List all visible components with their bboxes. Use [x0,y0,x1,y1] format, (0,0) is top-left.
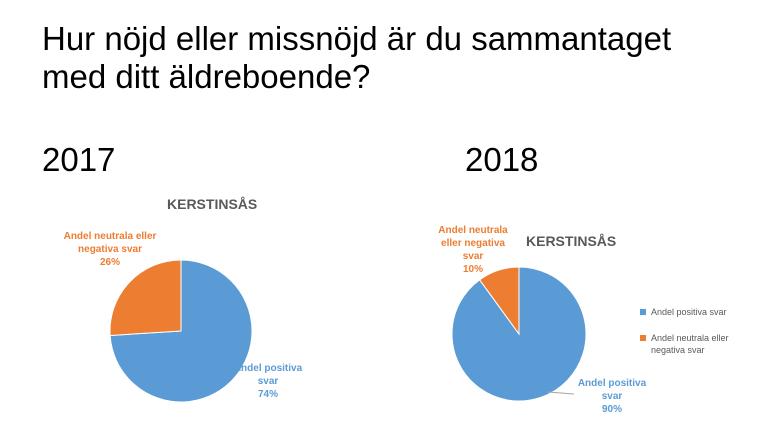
legend-2018: Andel positiva svar Andel neutrala eller… [640,306,760,370]
year-label-2018: 2018 [465,141,539,178]
data-label-positive-2017: Andel positiva svar 74% [232,362,304,401]
legend-label: Andel neutrala eller negativa svar [651,333,729,355]
data-label-value: 90% [601,404,622,415]
leader-line-positive-2018 [547,391,575,395]
legend-swatch-blue [640,309,646,315]
data-label-value: 74% [257,389,278,400]
data-label-value: 10% [462,264,483,275]
data-label-name: Andel neutrala eller negativa svar [63,231,157,255]
slice-negative-2018 [478,266,520,336]
year-label-2017: 2017 [42,141,116,178]
legend-swatch-orange [640,335,646,341]
pie-chart-2018 [451,266,587,402]
data-label-name: Andel positiva svar [577,378,647,402]
data-label-name: Andel neutrala eller negativa svar [438,225,508,262]
pie-chart-2017 [109,259,253,403]
legend-label: Andel positiva svar [651,307,727,317]
slice-negative-2017 [109,259,182,336]
data-label-positive-2018: Andel positiva svar 90% [576,377,648,416]
chart-title-2018: KERSTINSÅS [526,233,617,249]
data-label-negative-2018: Andel neutrala eller negativa svar 10% [430,224,516,276]
data-label-value: 26% [99,257,120,268]
data-label-name: Andel positiva svar [233,363,303,387]
legend-item-positive: Andel positiva svar [640,306,760,318]
legend-item-negative: Andel neutrala eller negativa svar [640,332,760,356]
chart-title-2017: KERSTINSÅS [167,196,258,212]
slide-title: Hur nöjd eller missnöjd är du sammantage… [42,20,672,95]
data-label-negative-2017: Andel neutrala eller negativa svar 26% [60,230,160,269]
